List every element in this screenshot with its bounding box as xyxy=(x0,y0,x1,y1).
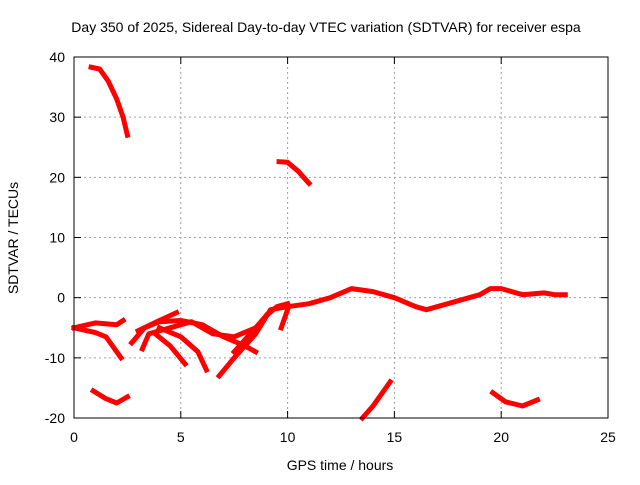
x-tick-label: 15 xyxy=(387,429,403,445)
y-axis-label: SDTVAR / TECUs xyxy=(5,182,21,294)
series-arc-7 xyxy=(71,324,125,362)
series-arc-5 xyxy=(489,389,541,409)
x-tick-label: 5 xyxy=(177,429,185,445)
series-arc-17 xyxy=(167,319,259,340)
series-arc-3 xyxy=(89,387,131,406)
series-arc-16 xyxy=(278,306,291,331)
x-axis: 0 5 10 15 20 25 xyxy=(70,57,616,445)
x-tick-label: 10 xyxy=(280,429,296,445)
series-arc-9 xyxy=(134,309,180,335)
y-tick-label: -10 xyxy=(45,350,65,366)
x-tick-label: 0 xyxy=(70,429,78,445)
y-tick-label: 20 xyxy=(49,169,65,185)
x-tick-label: 20 xyxy=(493,429,509,445)
y-axis: -20 -10 0 10 20 30 40 xyxy=(45,49,608,426)
x-tick-label: 25 xyxy=(600,429,616,445)
chart-title: Day 350 of 2025, Sidereal Day-to-day VTE… xyxy=(71,19,581,35)
series-arc-4 xyxy=(358,378,394,422)
series-arc-12 xyxy=(151,330,189,368)
series-arc-2 xyxy=(276,159,313,187)
series-arc-15 xyxy=(241,286,568,350)
y-tick-label: 40 xyxy=(49,49,65,65)
y-tick-label: 10 xyxy=(49,230,65,246)
series-arc-6 xyxy=(71,317,127,331)
x-axis-label: GPS time / hours xyxy=(287,457,394,473)
grid xyxy=(74,57,608,418)
series-group xyxy=(71,64,568,422)
series-arc-11 xyxy=(156,324,210,374)
y-tick-label: 30 xyxy=(49,109,65,125)
y-tick-label: -20 xyxy=(45,410,65,426)
y-tick-label: 0 xyxy=(57,290,65,306)
series-arc-1 xyxy=(88,64,131,139)
